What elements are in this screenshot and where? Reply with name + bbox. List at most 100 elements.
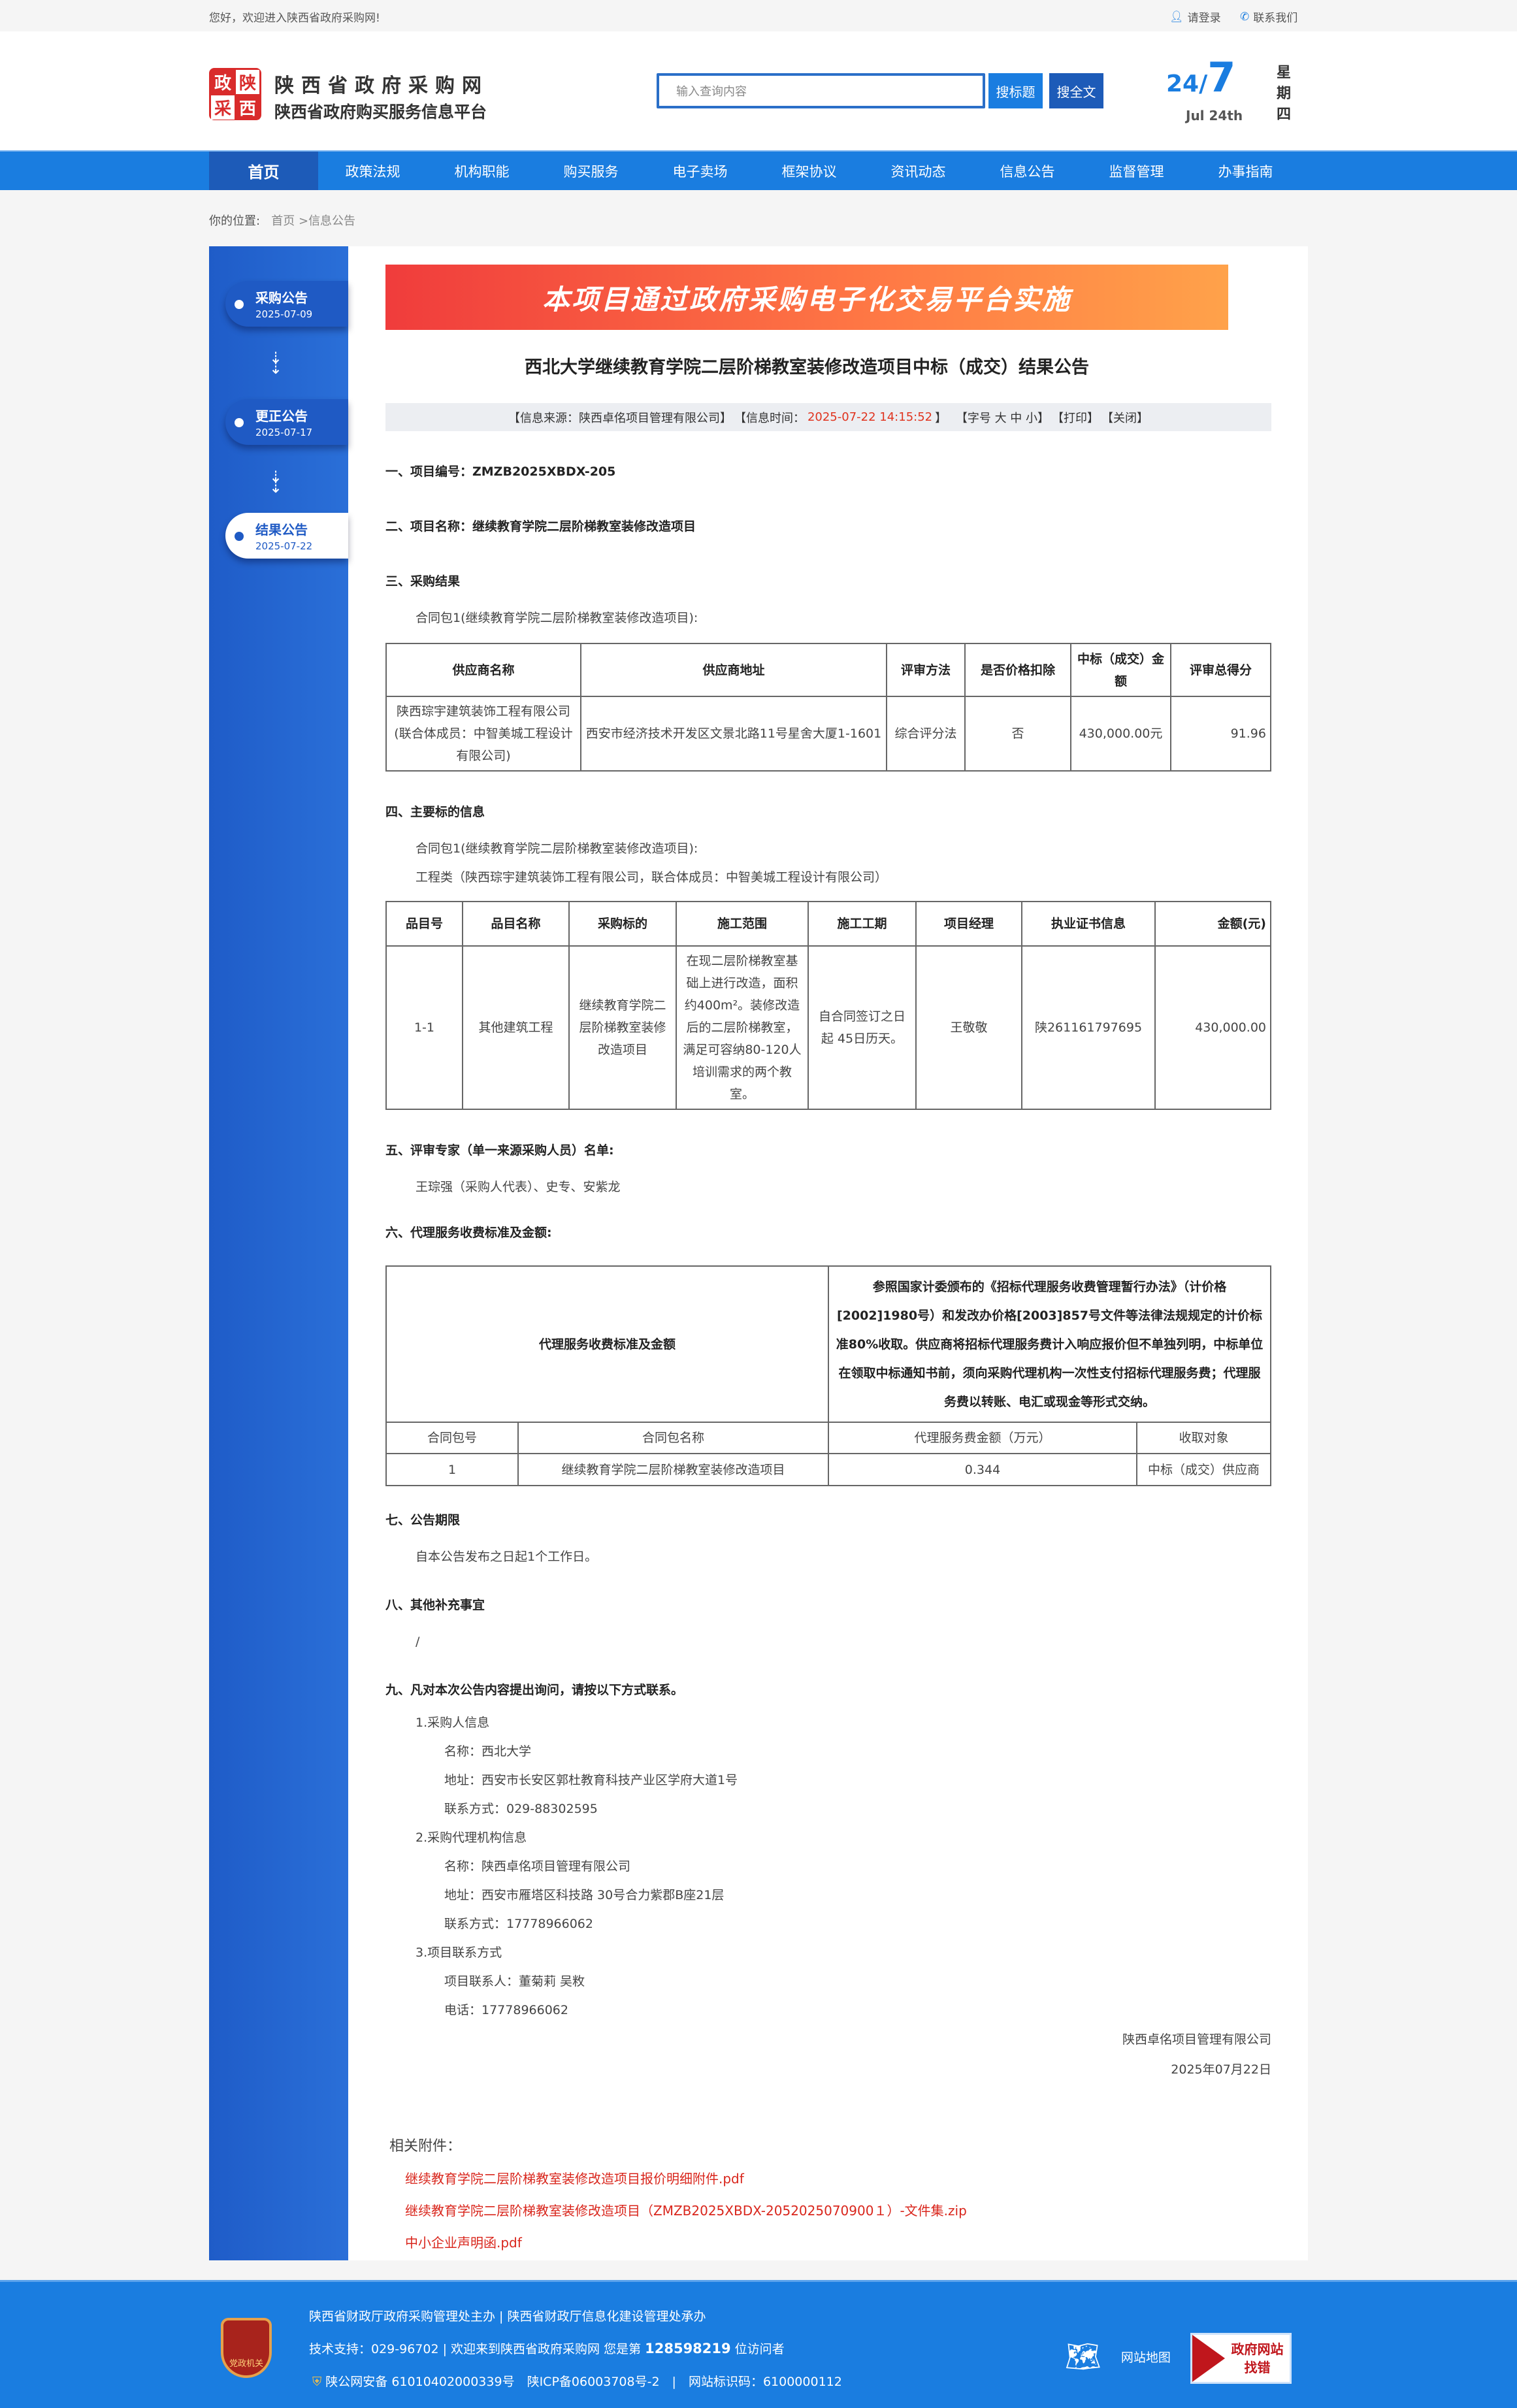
welcome-text: 您好，欢迎进入陕西省政府采购网! bbox=[209, 12, 380, 25]
font-size-control[interactable]: 【字号 大 中 小】 bbox=[955, 411, 1050, 425]
agent-name: 名称：陕西卓佲项目管理有限公司 bbox=[444, 1859, 631, 1874]
timeline-item[interactable]: 采购公告 2025-07-09 bbox=[225, 281, 348, 327]
project-contact-person: 项目联系人：董菊莉 吴敉 bbox=[444, 1974, 585, 1989]
fee-description: 参照国家计委颁布的《招标代理服务收费管理暂行办法》（计价格[2002]1980号… bbox=[828, 1265, 1271, 1423]
nav-item[interactable]: 政策法规 bbox=[345, 163, 400, 180]
police-emblem-icon: ⛨ bbox=[312, 2375, 326, 2389]
price-deduction: 否 bbox=[964, 696, 1071, 772]
timeline-date: 2025-07-17 bbox=[255, 427, 313, 438]
sitemap-link[interactable]: 🗺︎ 网站地图 bbox=[1065, 2339, 1171, 2373]
nav-item[interactable]: 资讯动态 bbox=[890, 163, 946, 180]
nav-item[interactable]: 办事指南 bbox=[1218, 163, 1273, 180]
arrow-down-icon: ⇣ ⇣ bbox=[269, 349, 283, 378]
section-other: 八、其他补充事宜 bbox=[385, 1598, 485, 1612]
timeline-title: 采购公告 bbox=[255, 290, 308, 306]
section-result: 三、采购结果 bbox=[385, 574, 461, 589]
site-logo[interactable]: 政 陕 采 西 bbox=[209, 68, 261, 120]
weekday: 星期四 bbox=[1276, 65, 1291, 123]
info-source: 【信息来源：陕西卓佲项目管理有限公司】 bbox=[508, 411, 732, 425]
project-contact-title: 3.项目联系方式 bbox=[416, 1945, 502, 1960]
other-text: / bbox=[416, 1635, 420, 1649]
item-name: 其他建筑工程 bbox=[462, 945, 570, 1110]
item-table: 品目号 品目名称 采购标的 施工范围 施工工期 项目经理 执业证书信息 金额(元… bbox=[385, 901, 1271, 1110]
table-header: 执业证书信息 bbox=[1021, 901, 1156, 947]
project-manager: 王敬敬 bbox=[915, 945, 1022, 1110]
signature-company: 陕西卓佲项目管理有限公司 bbox=[1122, 2032, 1271, 2047]
nav-item[interactable]: 机构职能 bbox=[454, 163, 510, 180]
footer: 党政机关 陕西省财政厅政府采购管理处主办 | 陕西省财政厅信息化建设管理处承办 … bbox=[0, 2280, 1517, 2408]
total-score: 91.96 bbox=[1170, 696, 1271, 772]
section-experts: 五、评审专家（单一来源采购人员）名单: bbox=[385, 1143, 614, 1158]
info-bar: 【信息来源：陕西卓佲项目管理有限公司】 【信息时间： 2025-07-22 14:… bbox=[385, 403, 1271, 431]
breadcrumb-home[interactable]: 首页 bbox=[271, 214, 295, 228]
attachment-link[interactable]: 中小企业声明函.pdf bbox=[405, 2235, 522, 2251]
attachments-title: 相关附件： bbox=[389, 2138, 462, 2155]
find-error-button[interactable]: 政府网站 找错 bbox=[1190, 2333, 1292, 2384]
timeline-item[interactable]: 结果公告 2025-07-22 bbox=[225, 513, 348, 559]
table-header: 供应商名称 bbox=[385, 643, 581, 697]
visitor-count: 128598219 bbox=[645, 2341, 731, 2356]
arrow-down-icon: ⇣ ⇣ bbox=[269, 468, 283, 496]
print-link[interactable]: 【打印】 bbox=[1052, 411, 1100, 425]
announcement-body: 一、项目编号：ZMZB2025XBDX-205 二、项目名称：继续教育学院二层阶… bbox=[385, 457, 1271, 2259]
table-header: 评审方法 bbox=[886, 643, 966, 697]
timeline-date: 2025-07-09 bbox=[255, 308, 313, 320]
icp-text[interactable]: 陕公网安备 61010402000339号 陕ICP备06003708号-2 |… bbox=[325, 2375, 842, 2389]
fee-amount: 0.344 bbox=[828, 1453, 1137, 1486]
search-title-button[interactable]: 搜标题 bbox=[988, 73, 1043, 108]
contact-label: 联系我们 bbox=[1253, 12, 1298, 25]
timeline-sidebar bbox=[209, 246, 348, 2260]
breadcrumb-current[interactable]: 信息公告 bbox=[308, 214, 356, 228]
nav-item[interactable]: 电子卖场 bbox=[672, 163, 728, 180]
dot-icon bbox=[235, 300, 244, 309]
timeline-date: 2025-07-22 bbox=[255, 540, 313, 552]
attachment-link[interactable]: 继续教育学院二层阶梯教室装修改造项目（ZMZB2025XBDX-20520250… bbox=[405, 2203, 967, 2219]
search-input[interactable]: 输入查询内容 bbox=[657, 73, 985, 108]
search-fulltext-button[interactable]: 搜全文 bbox=[1049, 73, 1103, 108]
login-link[interactable]: 👤︎ 请登录 bbox=[1169, 8, 1221, 25]
nav-item[interactable]: 监督管理 bbox=[1109, 163, 1164, 180]
package-number: 1 bbox=[385, 1453, 519, 1486]
agent-phone: 联系方式：17778966062 bbox=[444, 1917, 593, 1931]
party-gov-badge[interactable]: 党政机关 bbox=[221, 2318, 272, 2378]
section-project-number: 一、项目编号：ZMZB2025XBDX-205 bbox=[385, 464, 616, 479]
section-agency-fee: 六、代理服务收费标准及金额: bbox=[385, 1226, 552, 1240]
certificate-info: 陕261161797695 bbox=[1021, 945, 1156, 1110]
visitor-suffix: 位访问者 bbox=[730, 2342, 785, 2356]
category-line: 工程类（陕西琮宇建筑装饰工程有限公司，联合体成员：中智美城工程设计有限公司） bbox=[416, 870, 888, 885]
package-line: 合同包1(继续教育学院二层阶梯教室装修改造项目): bbox=[416, 841, 698, 856]
attachment-link[interactable]: 继续教育学院二层阶梯教室装修改造项目报价明细附件.pdf bbox=[405, 2171, 744, 2187]
fee-table: 代理服务收费标准及金额 参照国家计委颁布的《招标代理服务收费管理暂行办法》（计价… bbox=[385, 1265, 1271, 1486]
fee-label: 代理服务收费标准及金额 bbox=[385, 1265, 829, 1423]
section-main-items: 四、主要标的信息 bbox=[385, 805, 485, 819]
table-header: 供应商地址 bbox=[580, 643, 887, 697]
breadcrumb-sep: > bbox=[295, 214, 309, 228]
table-header: 收取对象 bbox=[1136, 1422, 1271, 1454]
main-nav: 首页 政策法规 机构职能 购买服务 电子卖场 框架协议 资讯动态 信息公告 监督管理 办事指南 bbox=[0, 150, 1517, 190]
timeline-item[interactable]: 更正公告 2025-07-17 bbox=[225, 399, 348, 445]
dot-icon bbox=[235, 532, 244, 541]
table-header: 合同包号 bbox=[385, 1422, 519, 1454]
section-period: 七、公告期限 bbox=[385, 1513, 461, 1527]
construction-scope: 在现二层阶梯教室基础上进行改造，面积约400m²。装修改造后的二层阶梯教室，满足… bbox=[676, 945, 809, 1110]
magnifier-icon bbox=[1192, 2335, 1225, 2382]
nav-item[interactable]: 购买服务 bbox=[563, 163, 619, 180]
main-panel bbox=[209, 246, 1308, 2260]
table-header: 是否价格扣除 bbox=[964, 643, 1071, 697]
nav-item[interactable]: 框架协议 bbox=[781, 163, 837, 180]
contact-link[interactable]: ✆ 联系我们 bbox=[1240, 8, 1297, 25]
nav-item[interactable]: 信息公告 bbox=[1000, 163, 1055, 180]
footer-organizer: 陕西省财政厅政府采购管理处主办 | 陕西省财政厅信息化建设管理处承办 bbox=[309, 2309, 706, 2324]
site-subtitle: 陕西省政府购买服务信息平台 bbox=[274, 103, 487, 122]
buyer-name: 名称：西北大学 bbox=[444, 1744, 532, 1759]
date-day: 24/ bbox=[1166, 71, 1208, 97]
package-name: 继续教育学院二层阶梯教室装修改造项目 bbox=[517, 1453, 829, 1486]
date-display: 24/7 bbox=[1166, 54, 1235, 101]
close-link[interactable]: 【关闭】 bbox=[1101, 411, 1149, 425]
find-error-line1: 政府网站 bbox=[1231, 2341, 1284, 2357]
nav-item[interactable]: 首页 bbox=[209, 152, 318, 190]
table-header: 评审总得分 bbox=[1170, 643, 1271, 697]
item-amount: 430,000.00 bbox=[1154, 945, 1271, 1110]
result-table: 供应商名称 供应商地址 评审方法 是否价格扣除 中标（成交）金额 评审总得分 陕… bbox=[385, 643, 1271, 772]
table-header: 金额(元) bbox=[1154, 901, 1271, 947]
